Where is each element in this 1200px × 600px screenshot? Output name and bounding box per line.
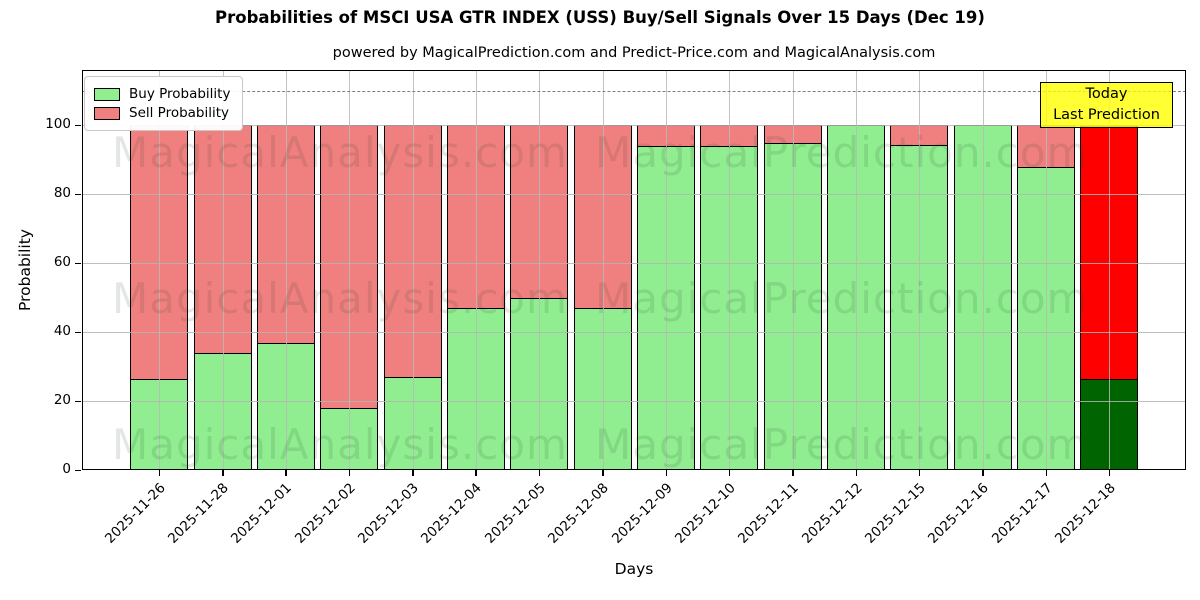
legend-item-buy: Buy Probability: [94, 86, 230, 102]
gridline-vertical: [792, 70, 794, 470]
x-tick-mark: [1045, 470, 1048, 476]
legend-item-sell: Sell Probability: [94, 105, 230, 121]
x-axis-label: Days: [614, 560, 654, 578]
y-tick-mark: [75, 400, 81, 403]
x-tick-label: 2025-12-04: [418, 480, 486, 547]
x-tick-label: 2025-12-02: [291, 480, 359, 547]
x-tick-label: 2025-12-10: [671, 480, 739, 547]
x-tick-mark: [982, 470, 984, 476]
x-tick-label: 2025-12-03: [355, 480, 422, 547]
x-tick-mark: [602, 470, 604, 476]
legend-sell-label: Sell Probability: [129, 105, 230, 121]
x-tick-label: 2025-11-28: [165, 480, 232, 547]
y-tick-label: 60: [53, 254, 71, 271]
gridline-vertical: [1046, 70, 1048, 470]
gridline-vertical: [222, 70, 224, 470]
gridline-vertical: [539, 70, 541, 470]
x-tick-mark: [475, 470, 477, 476]
gridline-vertical: [475, 70, 477, 470]
gridline-vertical: [349, 70, 351, 470]
x-tick-mark: [792, 470, 794, 476]
x-tick-label: 2025-12-15: [861, 480, 929, 547]
x-tick-label: 2025-12-16: [925, 480, 993, 547]
today-annotation: Today Last Prediction: [1040, 82, 1173, 128]
x-tick-mark: [1108, 470, 1111, 476]
gridline-vertical: [285, 70, 287, 470]
gridline-vertical: [1109, 70, 1111, 470]
x-tick-mark: [285, 470, 287, 476]
chart-title: Probabilities of MSCI USA GTR INDEX (USS…: [215, 8, 985, 27]
gridline-horizontal: [82, 194, 1186, 196]
x-tick-label: 2025-12-09: [608, 480, 676, 547]
x-tick-mark: [728, 470, 731, 476]
y-tick-mark: [75, 469, 81, 471]
y-tick-label: 20: [53, 392, 71, 409]
y-tick-label: 40: [53, 323, 71, 340]
y-axis-label: Probability: [16, 229, 34, 311]
x-tick-label: 2025-12-12: [798, 480, 866, 547]
today-annotation-line1: Today: [1085, 86, 1128, 102]
today-annotation-line2: Last Prediction: [1053, 107, 1160, 123]
gridline-vertical: [919, 70, 921, 470]
y-tick-mark: [75, 262, 81, 265]
sell-color-swatch: [94, 106, 120, 120]
legend-buy-label: Buy Probability: [129, 86, 231, 102]
y-tick-mark: [75, 193, 81, 196]
gridline-vertical: [159, 70, 161, 470]
y-tick-mark: [75, 124, 81, 127]
x-tick-label: 2025-12-18: [1051, 480, 1119, 547]
x-tick-mark: [855, 470, 858, 476]
gridline-vertical: [982, 70, 984, 470]
y-tick-label: 100: [45, 116, 71, 133]
x-tick-label: 2025-12-17: [988, 480, 1056, 547]
gridline-horizontal: [82, 332, 1186, 334]
x-tick-mark: [918, 470, 921, 476]
gridline-vertical: [856, 70, 858, 470]
x-tick-label: 2025-11-26: [101, 480, 169, 547]
x-tick-label: 2025-12-01: [228, 480, 296, 547]
legend: Buy Probability Sell Probability: [84, 76, 244, 131]
gridline-vertical: [602, 70, 604, 470]
gridline-horizontal: [82, 401, 1186, 403]
chart-subtitle: powered by MagicalPrediction.com and Pre…: [332, 45, 936, 61]
x-tick-mark: [538, 470, 541, 476]
x-tick-mark: [222, 470, 224, 476]
gridline-vertical: [729, 70, 731, 470]
x-tick-label: 2025-12-11: [735, 480, 803, 547]
threshold-dashed-line: [82, 90, 1186, 92]
x-tick-label: 2025-12-08: [545, 480, 612, 547]
y-tick-mark: [75, 331, 81, 334]
gridline-horizontal: [82, 125, 1186, 127]
x-tick-label: 2025-12-05: [481, 480, 549, 547]
gridline-vertical: [412, 70, 414, 470]
x-tick-mark: [665, 470, 667, 476]
x-tick-mark: [412, 470, 414, 476]
gridline-horizontal: [82, 263, 1186, 265]
y-tick-label: 80: [53, 185, 71, 202]
x-tick-mark: [158, 470, 161, 476]
y-tick-label: 0: [62, 461, 71, 477]
x-tick-mark: [348, 470, 351, 476]
buy-color-swatch: [94, 87, 120, 101]
gridline-vertical: [666, 70, 667, 470]
plot-area: [82, 70, 1186, 470]
